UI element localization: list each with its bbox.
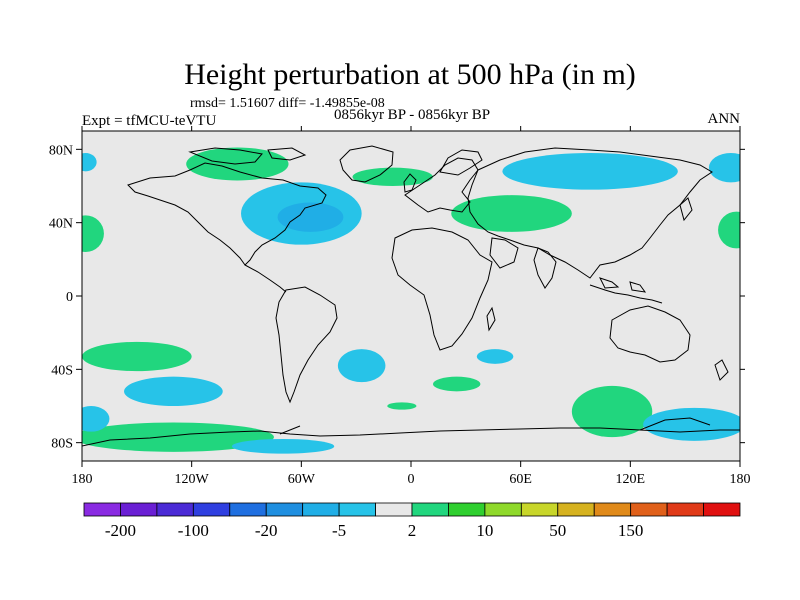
- colorbar-label-2: -20: [255, 521, 278, 540]
- anomaly-region-1: [277, 202, 344, 232]
- colorbar-swatch-5: [265, 502, 304, 517]
- coastlines: [82, 145, 740, 447]
- anomaly-regions: [82, 147, 740, 454]
- y-tick-label-3: 40S: [51, 363, 73, 378]
- colorbar-swatch-3: [192, 502, 231, 517]
- anomaly-region-20: [387, 402, 417, 410]
- colorbar-swatch-0: [83, 502, 121, 517]
- x-tick-label-4: 60E: [509, 472, 532, 487]
- colorbar-swatch-15: [630, 502, 668, 517]
- colorbar-label-0: -200: [105, 521, 136, 540]
- colorbar-swatch-4: [229, 502, 267, 517]
- anomaly-region-9: [718, 211, 740, 249]
- x-tick-label-3: 0: [408, 472, 415, 487]
- anomaly-region-11: [82, 422, 274, 452]
- season-label: ANN: [708, 111, 741, 127]
- colorbar-swatch-14: [593, 502, 632, 517]
- y-tick-label-4: 80S: [51, 437, 73, 452]
- colorbar: -200 -100 -20 -5 2 10 50 150: [83, 502, 741, 540]
- anomaly-region-7: [451, 195, 572, 232]
- y-axis: 80N 40N 0 40S 80S: [49, 143, 745, 452]
- colorbar-swatch-11: [484, 502, 522, 517]
- colorbar-swatch-8: [375, 502, 413, 517]
- colorbar-label-1: -100: [178, 521, 209, 540]
- y-tick-label-1: 40N: [49, 217, 73, 232]
- anomaly-region-10: [82, 341, 192, 372]
- x-tick-label-6: 180: [730, 472, 751, 487]
- y-tick-label-2: 0: [66, 290, 73, 305]
- anomaly-region-17: [82, 406, 110, 432]
- anomaly-region-8: [82, 215, 104, 252]
- colorbar-swatch-6: [302, 502, 340, 517]
- colorbar-swatch-9: [411, 502, 449, 517]
- colorbar-swatch-17: [703, 502, 741, 517]
- anomaly-region-6: [352, 167, 433, 186]
- colorbar-label-5: 10: [476, 521, 493, 540]
- period-label: 0856kyr BP - 0856kyr BP: [334, 107, 490, 123]
- x-tick-label-1: 120W: [175, 472, 210, 487]
- colorbar-label-6: 50: [549, 521, 566, 540]
- anomaly-region-16: [476, 349, 514, 364]
- x-tick-label-5: 120E: [616, 472, 646, 487]
- stats-text: rmsd= 1.51607 diff= -1.49855e-08: [190, 96, 385, 111]
- anomaly-region-4: [82, 153, 97, 172]
- colorbar-label-7: 150: [618, 521, 644, 540]
- x-tick-label-2: 60W: [288, 472, 316, 487]
- colorbar-swatch-13: [557, 502, 595, 517]
- colorbar-swatch-1: [120, 502, 158, 517]
- anomaly-region-2: [502, 153, 678, 190]
- anomaly-region-19: [231, 439, 335, 454]
- anomaly-region-15: [337, 349, 386, 383]
- anomaly-region-13: [571, 385, 653, 438]
- x-axis: 180 120W 60W 0 60E 120E 180: [72, 126, 751, 487]
- colorbar-swatch-16: [666, 502, 704, 517]
- anomaly-region-3: [708, 153, 740, 183]
- colorbar-label-4: 2: [408, 521, 417, 540]
- colorbar-swatch-2: [156, 502, 194, 517]
- anomaly-region-14: [124, 376, 223, 407]
- colorbar-label-3: -5: [332, 521, 346, 540]
- colorbar-swatch-10: [448, 502, 486, 517]
- colorbar-swatch-7: [338, 502, 376, 517]
- anomaly-region-12: [432, 376, 481, 392]
- chart-title: Height perturbation at 500 hPa (in m): [184, 58, 636, 91]
- anomaly-region-18: [643, 407, 740, 441]
- experiment-label: Expt = tfMCU-teVTU: [82, 113, 216, 129]
- y-tick-label-0: 80N: [49, 143, 73, 158]
- colorbar-swatch-12: [520, 502, 559, 517]
- x-tick-label-0: 180: [72, 472, 93, 487]
